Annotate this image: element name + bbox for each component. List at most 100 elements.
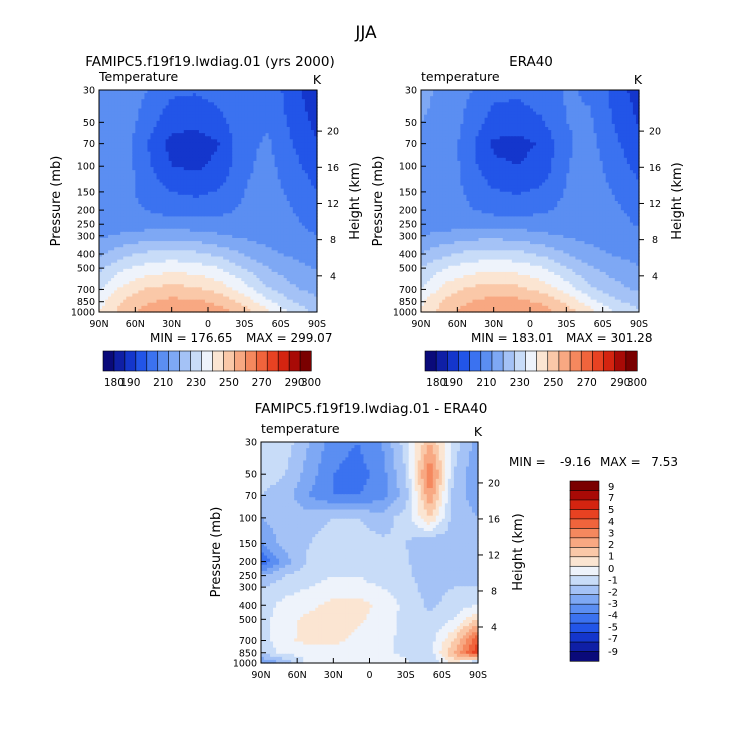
model-field-cell <box>268 90 273 94</box>
model-field-cell <box>232 287 236 292</box>
model-field-cell <box>201 271 206 276</box>
model-field-cell <box>132 191 136 196</box>
model-field-cell <box>292 90 297 94</box>
model-field-cell <box>120 148 124 153</box>
model-field-cell <box>114 225 118 230</box>
model-field-cell <box>189 173 194 177</box>
model-field-cell <box>208 160 212 165</box>
model-field-cell <box>105 136 109 140</box>
model-field-cell <box>108 194 112 199</box>
model-field-cell <box>183 225 188 230</box>
model-field-cell <box>183 271 188 276</box>
model-field-cell <box>192 284 197 288</box>
model-field-cell <box>126 231 130 236</box>
model-field-cell <box>144 284 149 288</box>
model-field-cell <box>168 157 173 162</box>
model-field-cell <box>211 219 215 224</box>
model-field-cell <box>99 185 103 190</box>
model-field-cell <box>253 117 258 122</box>
model-field-cell <box>204 182 209 187</box>
model-field-cell <box>226 139 230 144</box>
model-field-cell <box>102 234 106 239</box>
model-field-cell <box>271 299 276 304</box>
model-field-cell <box>292 160 297 165</box>
model-field-cell <box>214 296 218 301</box>
model-field-cell <box>250 123 255 128</box>
model-field-cell <box>223 299 227 304</box>
model-field-cell <box>250 179 255 184</box>
model-field-cell <box>271 123 276 128</box>
model-field-cell <box>226 154 230 159</box>
model-field-cell <box>192 96 197 100</box>
model-field-cell <box>235 268 239 273</box>
model-field-cell <box>201 164 206 168</box>
model-field-cell <box>310 244 315 248</box>
model-field-cell <box>195 296 200 301</box>
model-field-cell <box>208 170 212 174</box>
model-field-cell <box>244 204 248 208</box>
model-field-cell <box>162 164 167 168</box>
model-field-cell <box>123 265 127 270</box>
model-field-cell <box>198 96 203 100</box>
model-field-cell <box>250 167 255 171</box>
model-field-cell <box>259 234 264 239</box>
model-field-cell <box>244 148 248 153</box>
model-field-cell <box>201 123 206 128</box>
model-field-cell <box>186 219 191 224</box>
model-field-cell <box>192 244 197 248</box>
model-field-cell <box>292 133 297 137</box>
model-field-cell <box>250 287 255 292</box>
model-field-cell <box>301 93 306 97</box>
model-field-cell <box>117 219 121 224</box>
model-field-cell <box>271 234 276 239</box>
model-field-cell <box>174 231 179 236</box>
model-field-cell <box>177 256 182 261</box>
model-field-cell <box>159 275 164 279</box>
model-field-cell <box>204 179 209 184</box>
model-field-cell <box>162 231 167 236</box>
model-field-cell <box>195 105 200 110</box>
model-field-cell <box>277 120 282 125</box>
model-field-cell <box>268 265 273 270</box>
model-field-cell <box>123 228 127 233</box>
model-field-cell <box>220 231 224 236</box>
model-field-cell <box>271 188 276 193</box>
model-field-cell <box>271 253 276 258</box>
model-field-cell <box>214 293 218 298</box>
model-field-cell <box>123 120 127 125</box>
model-field-cell <box>253 197 258 202</box>
model-field-cell <box>283 207 288 211</box>
model-field-cell <box>250 299 255 304</box>
model-field-cell <box>117 207 121 211</box>
model-field-cell <box>304 253 309 258</box>
model-field-cell <box>304 120 309 125</box>
model-field-cell <box>289 284 294 288</box>
model-field-cell <box>186 228 191 233</box>
model-field-cell <box>195 225 200 230</box>
model-field-cell <box>114 102 118 107</box>
model-field-cell <box>135 188 139 193</box>
model-field-cell <box>226 290 230 295</box>
model-field-cell <box>174 278 179 282</box>
model-field-cell <box>102 142 106 147</box>
model-field-cell <box>159 188 164 193</box>
model-field-cell <box>144 176 149 181</box>
model-field-cell <box>208 120 212 125</box>
model-field-cell <box>223 111 227 116</box>
model-field-cell <box>274 90 279 94</box>
model-field-cell <box>99 234 103 239</box>
model-field-cell <box>283 90 288 94</box>
model-field-cell <box>162 293 167 298</box>
model-field-cell <box>289 268 294 273</box>
model-field-cell <box>180 117 185 122</box>
model-field-cell <box>150 219 155 224</box>
model-field-cell <box>301 231 306 236</box>
model-field-cell <box>192 247 197 251</box>
model-field-cell <box>217 96 221 100</box>
model-field-cell <box>111 256 115 261</box>
model-field-cell <box>132 204 136 208</box>
model-field-cell <box>217 127 221 131</box>
model-field-cell <box>189 133 194 137</box>
model-field-cell <box>256 287 261 292</box>
model-field-cell <box>186 99 191 103</box>
